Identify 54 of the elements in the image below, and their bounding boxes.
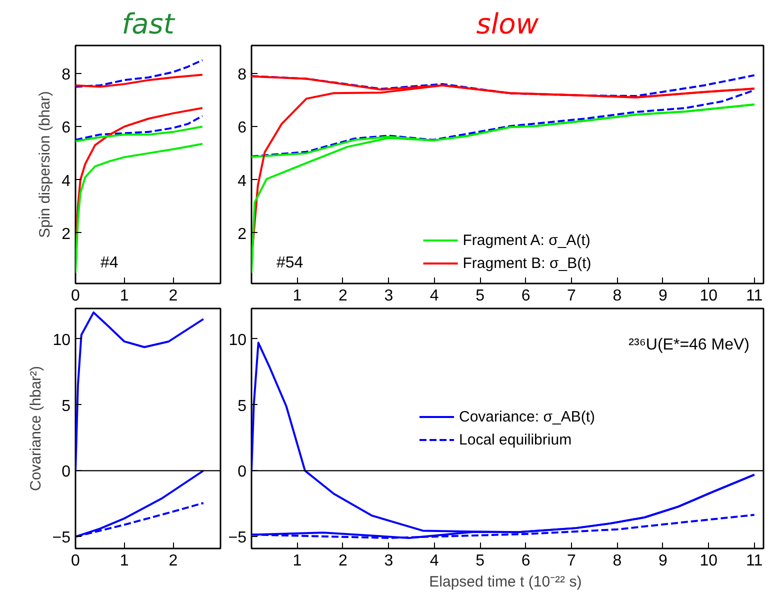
x-tick-label: 8: [612, 288, 622, 304]
legend-label: Covariance: σ_AB(t): [459, 408, 595, 425]
legend-label: Fragment A: σ_A(t): [462, 232, 590, 248]
x-tick-label: 11: [746, 288, 763, 304]
x-tick-label: 9: [658, 552, 668, 570]
x-tick-label: 2: [168, 552, 178, 570]
y-tick-label: 0: [238, 464, 247, 481]
legend-label: Fragment B: σ_B(t): [462, 254, 592, 272]
x-tick-label: 1: [120, 552, 129, 570]
y-tick-label: 8: [238, 66, 247, 84]
y-tick-label: −5: [52, 530, 71, 547]
x-axis-title: Elapsed time t (10⁻²² s): [429, 574, 582, 590]
x-tick-label: 2: [338, 288, 348, 304]
chart-title: slow: [476, 8, 539, 40]
x-tick-label: 3: [384, 288, 394, 304]
y-tick-label: 2: [238, 226, 247, 243]
x-tick-label: 5: [476, 288, 485, 304]
annotation: ²³⁶U(E*=46 MeV): [628, 336, 750, 354]
x-tick-label: 4: [430, 288, 439, 304]
x-tick-label: 10: [700, 288, 718, 304]
annotation: #4: [100, 254, 118, 272]
x-tick-label: 1: [120, 288, 129, 304]
y-tick-label: 6: [62, 120, 71, 137]
y-axis-title: Covariance (hbar²): [27, 366, 44, 492]
y-axis-title: Spin dispersion (bhar): [36, 91, 54, 238]
x-tick-label: 2: [168, 288, 178, 304]
x-tick-label: 5: [476, 552, 485, 570]
y-tick-label: 10: [52, 332, 71, 349]
y-tick-label: 0: [62, 464, 71, 481]
y-tick-label: 10: [228, 332, 247, 349]
x-tick-label: 8: [612, 552, 622, 570]
y-tick-label: 8: [62, 66, 71, 84]
legend-label: Local equilibrium: [459, 431, 572, 448]
annotation: #54: [276, 254, 304, 272]
y-tick-label: 6: [238, 120, 247, 137]
x-tick-label: 7: [567, 552, 576, 570]
x-tick-label: 10: [700, 552, 718, 570]
x-tick-label: 1: [292, 552, 302, 570]
x-tick-label: 6: [521, 552, 530, 570]
x-tick-label: 7: [567, 288, 576, 304]
x-tick-label: 6: [521, 288, 530, 304]
chart-title: fast: [122, 8, 176, 40]
y-tick-label: 5: [238, 398, 247, 415]
x-tick-label: 3: [384, 552, 394, 570]
x-tick-label: 4: [430, 552, 439, 570]
x-tick-label: 9: [658, 288, 668, 304]
x-tick-label: 2: [338, 552, 348, 570]
x-tick-label: 11: [746, 552, 763, 570]
y-tick-label: 4: [238, 172, 247, 190]
y-tick-label: 4: [62, 172, 71, 190]
x-tick-label: 1: [292, 288, 302, 304]
y-tick-label: −5: [228, 530, 247, 547]
y-tick-label: 5: [62, 398, 71, 415]
y-tick-label: 2: [62, 226, 71, 243]
